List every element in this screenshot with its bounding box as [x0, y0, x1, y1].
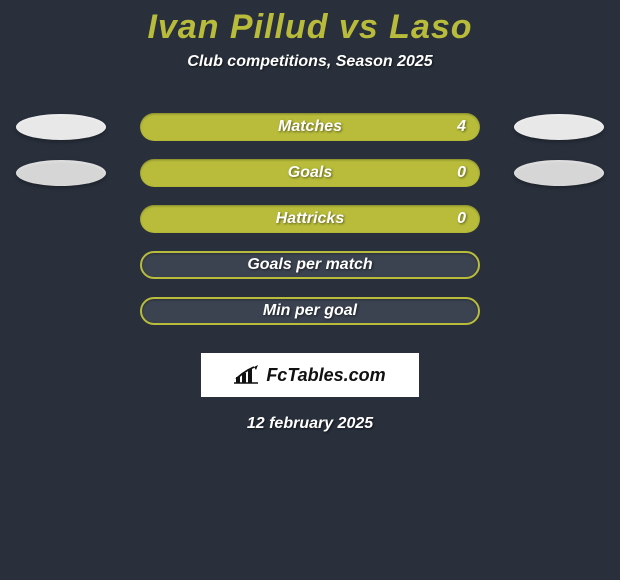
logo-box: FcTables.com [201, 353, 419, 397]
stat-bar: Hattricks 0 [140, 205, 480, 233]
chart-icon [234, 365, 260, 385]
stat-bar: Goals 0 [140, 159, 480, 187]
date-text: 12 february 2025 [0, 415, 620, 433]
logo-text: FcTables.com [266, 365, 385, 386]
stat-row: Goals 0 [0, 159, 620, 187]
stat-value: 0 [457, 164, 466, 182]
stat-value: 0 [457, 210, 466, 228]
stat-value: 4 [457, 118, 466, 136]
stat-row: Goals per match [0, 251, 620, 279]
page-title: Ivan Pillud vs Laso [0, 0, 620, 47]
stat-row: Matches 4 [0, 113, 620, 141]
stat-label: Min per goal [263, 302, 357, 320]
left-ellipse-icon [16, 114, 106, 140]
stat-row: Hattricks 0 [0, 205, 620, 233]
left-ellipse-icon [16, 160, 106, 186]
right-ellipse-icon [514, 114, 604, 140]
stats-card: Ivan Pillud vs Laso Club competitions, S… [0, 0, 620, 580]
stat-label: Goals per match [247, 256, 372, 274]
stat-label: Matches [278, 118, 342, 136]
stat-bar: Min per goal [140, 297, 480, 325]
stat-bar: Goals per match [140, 251, 480, 279]
stat-label: Goals [288, 164, 332, 182]
subtitle: Club competitions, Season 2025 [0, 53, 620, 71]
right-ellipse-icon [514, 160, 604, 186]
stat-row: Min per goal [0, 297, 620, 325]
stat-label: Hattricks [276, 210, 344, 228]
stat-bar: Matches 4 [140, 113, 480, 141]
stat-rows: Matches 4 Goals 0 Hattricks 0 Goals per … [0, 113, 620, 325]
